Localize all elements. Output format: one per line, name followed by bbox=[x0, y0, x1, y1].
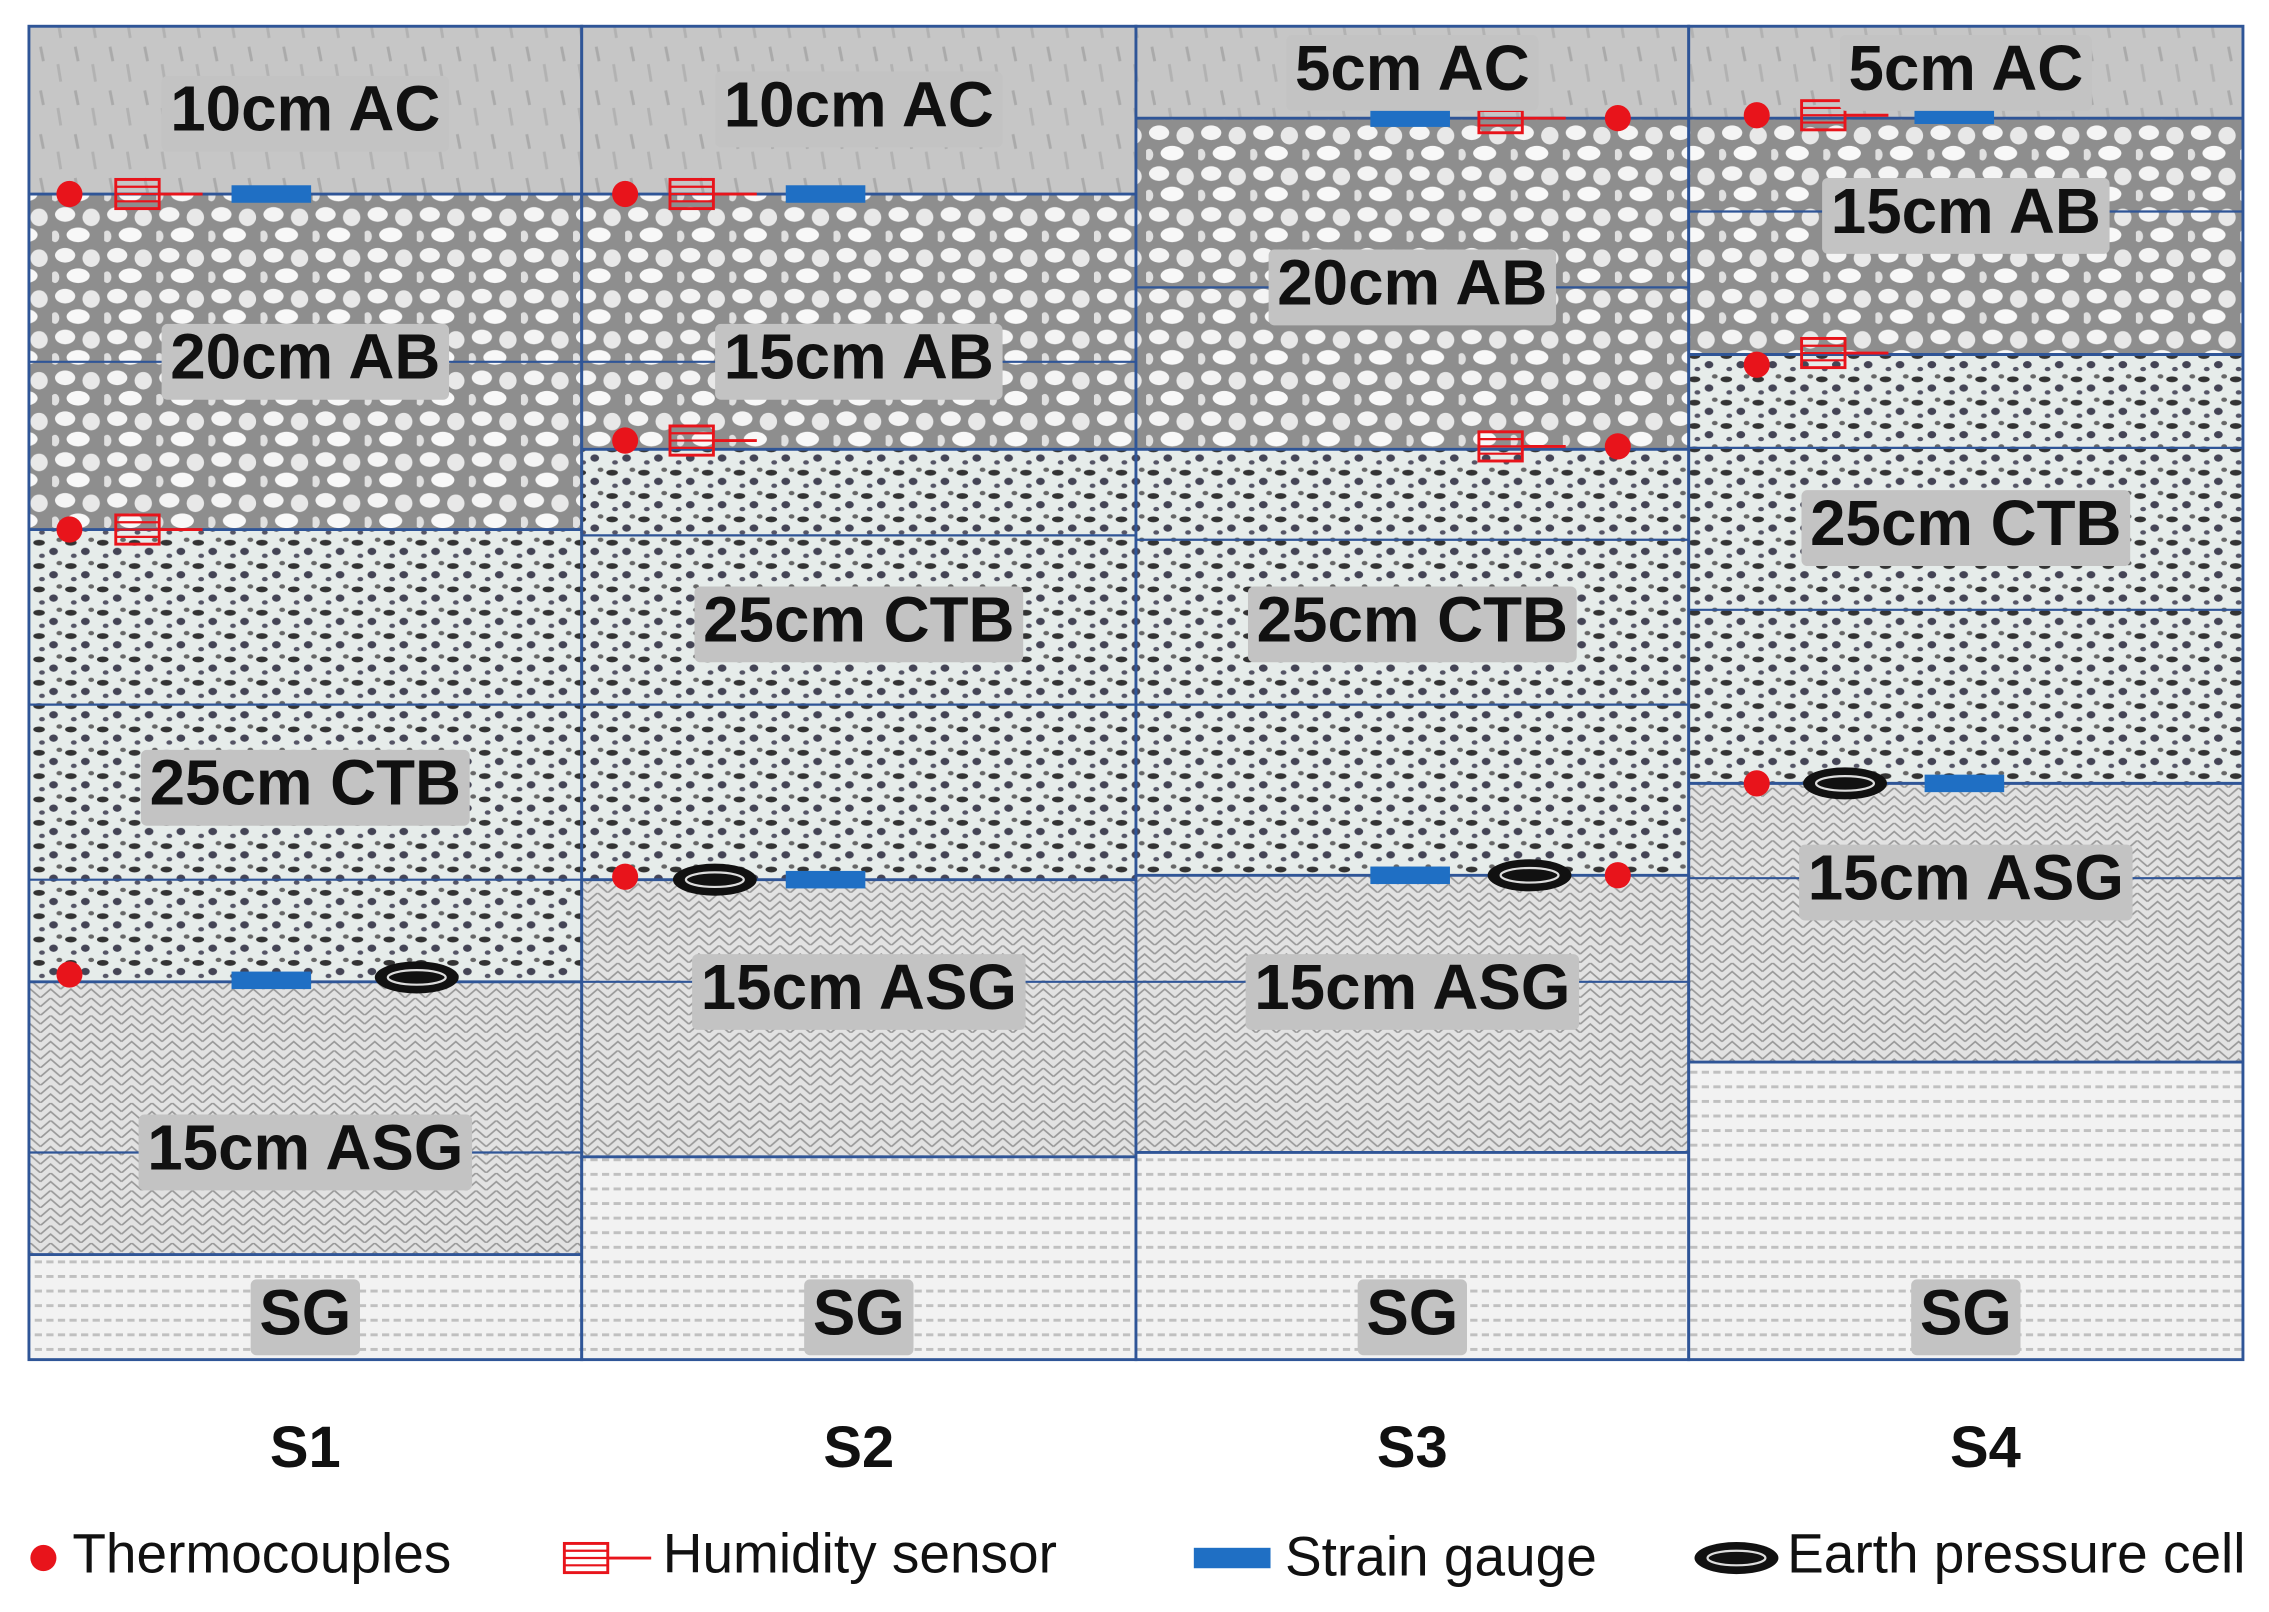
layer-label-bg bbox=[138, 1114, 473, 1191]
legend-label: Thermocouples bbox=[72, 1522, 451, 1584]
layer-label-bg bbox=[1245, 954, 1580, 1030]
layer-label: 25cm CTB bbox=[1810, 487, 2121, 559]
humidity-sensor bbox=[114, 177, 203, 211]
layer-label: SG bbox=[1920, 1276, 2012, 1348]
legend-label: Humidity sensor bbox=[663, 1522, 1057, 1584]
layer-label: 5cm AC bbox=[1848, 32, 2083, 104]
section-border bbox=[1687, 24, 2245, 1362]
layer-label-bg bbox=[161, 75, 450, 152]
earth-pressure-cell bbox=[672, 863, 757, 896]
layer-label: 5cm AC bbox=[1295, 32, 1530, 104]
earth-pressure-cell-ring bbox=[386, 969, 447, 986]
layer-label-bg bbox=[694, 586, 1024, 663]
earth-pressure-cell-ring bbox=[1499, 866, 1560, 884]
section-label: S1 bbox=[270, 1415, 341, 1480]
humidity-sensor bbox=[668, 424, 757, 457]
thermocouple bbox=[1743, 102, 1770, 129]
layer-label: 15cm ASG bbox=[1808, 841, 2124, 913]
strain-gauge bbox=[1370, 109, 1450, 127]
earth-pressure-cell bbox=[1487, 859, 1572, 892]
earth-pressure-cell-ring bbox=[1706, 1549, 1767, 1567]
earth-pressure-cell-ring bbox=[1814, 775, 1876, 792]
layer-label-bg bbox=[1839, 35, 2092, 111]
layer-label-bg bbox=[1799, 844, 2133, 921]
strain-gauge bbox=[785, 185, 866, 203]
strain-gauge bbox=[1370, 866, 1450, 885]
earth-pressure-cell bbox=[1694, 1541, 1779, 1575]
layer-label: SG bbox=[1366, 1276, 1458, 1348]
humidity-sensor bbox=[562, 1541, 652, 1575]
layer-label: 25cm CTB bbox=[150, 746, 461, 818]
layer-label-bg bbox=[1822, 177, 2110, 254]
layer-label: SG bbox=[259, 1276, 351, 1348]
thermocouple bbox=[612, 180, 639, 208]
layer-label-bg bbox=[1268, 249, 1557, 326]
layer-label-bg bbox=[140, 749, 470, 826]
layer-label: 25cm CTB bbox=[1257, 583, 1568, 655]
thermocouple bbox=[56, 961, 83, 988]
layer bbox=[581, 194, 1136, 450]
layer-label-bg bbox=[1801, 490, 2131, 567]
layer-label: 15cm ASG bbox=[701, 951, 1017, 1023]
section-label: S4 bbox=[1950, 1415, 2021, 1480]
humidity-sensor bbox=[114, 513, 203, 546]
legend-label: Earth pressure cell bbox=[1787, 1522, 2245, 1584]
layer-label: 10cm AC bbox=[724, 68, 994, 140]
humidity-sensor bbox=[668, 177, 757, 211]
layer-label-bg bbox=[161, 323, 450, 400]
layer-label-bg bbox=[1286, 35, 1539, 111]
layer-label: 15cm ASG bbox=[1254, 951, 1570, 1023]
layer-label: 20cm AB bbox=[170, 321, 440, 393]
thermocouple bbox=[1743, 351, 1770, 378]
layer-label: SG bbox=[813, 1276, 905, 1348]
thermocouple bbox=[30, 1544, 57, 1572]
thermocouple bbox=[1604, 433, 1631, 460]
strain-gauge bbox=[785, 870, 866, 889]
section-label: S3 bbox=[1377, 1415, 1448, 1480]
thermocouple bbox=[612, 427, 639, 454]
earth-pressure-cell-ring bbox=[684, 871, 745, 889]
strain-gauge bbox=[1924, 774, 2005, 793]
layer-label-bg bbox=[1357, 1279, 1468, 1356]
layer-label: 20cm AB bbox=[1277, 246, 1547, 318]
legend-label: Strain gauge bbox=[1285, 1525, 1597, 1587]
strain-gauge bbox=[231, 185, 312, 203]
strain-gauge bbox=[231, 971, 312, 990]
thermocouple bbox=[56, 516, 83, 543]
layer bbox=[1688, 783, 2243, 1063]
layer-label-bg bbox=[250, 1279, 361, 1356]
strain-gauge bbox=[1193, 1547, 1271, 1569]
section-label: S2 bbox=[823, 1415, 894, 1480]
earth-pressure-cell bbox=[374, 961, 459, 994]
layer bbox=[581, 449, 1136, 880]
humidity-sensor bbox=[1477, 430, 1566, 463]
layer-label: 15cm ASG bbox=[147, 1111, 463, 1183]
layer bbox=[1688, 354, 2243, 784]
layer-label: 25cm CTB bbox=[703, 583, 1014, 655]
thermocouple bbox=[56, 180, 83, 208]
layer-label-bg bbox=[715, 71, 1003, 148]
layer-label: 10cm AC bbox=[170, 73, 440, 145]
thermocouple bbox=[1743, 770, 1770, 797]
layer-label-bg bbox=[715, 323, 1003, 400]
layer-label-bg bbox=[692, 954, 1026, 1030]
thermocouple bbox=[1604, 105, 1631, 132]
layer-label-bg bbox=[804, 1279, 914, 1356]
thermocouple bbox=[1604, 862, 1631, 889]
layer-label: 15cm AB bbox=[724, 321, 994, 393]
layer-label-bg bbox=[1247, 586, 1577, 663]
humidity-sensor bbox=[1800, 99, 1889, 132]
layer-label: 15cm AB bbox=[1831, 175, 2101, 247]
layer bbox=[1135, 449, 1689, 876]
earth-pressure-cell bbox=[1803, 767, 1887, 800]
layer-label-bg bbox=[1911, 1279, 2021, 1356]
humidity-sensor bbox=[1800, 336, 1889, 370]
thermocouple bbox=[612, 863, 639, 890]
